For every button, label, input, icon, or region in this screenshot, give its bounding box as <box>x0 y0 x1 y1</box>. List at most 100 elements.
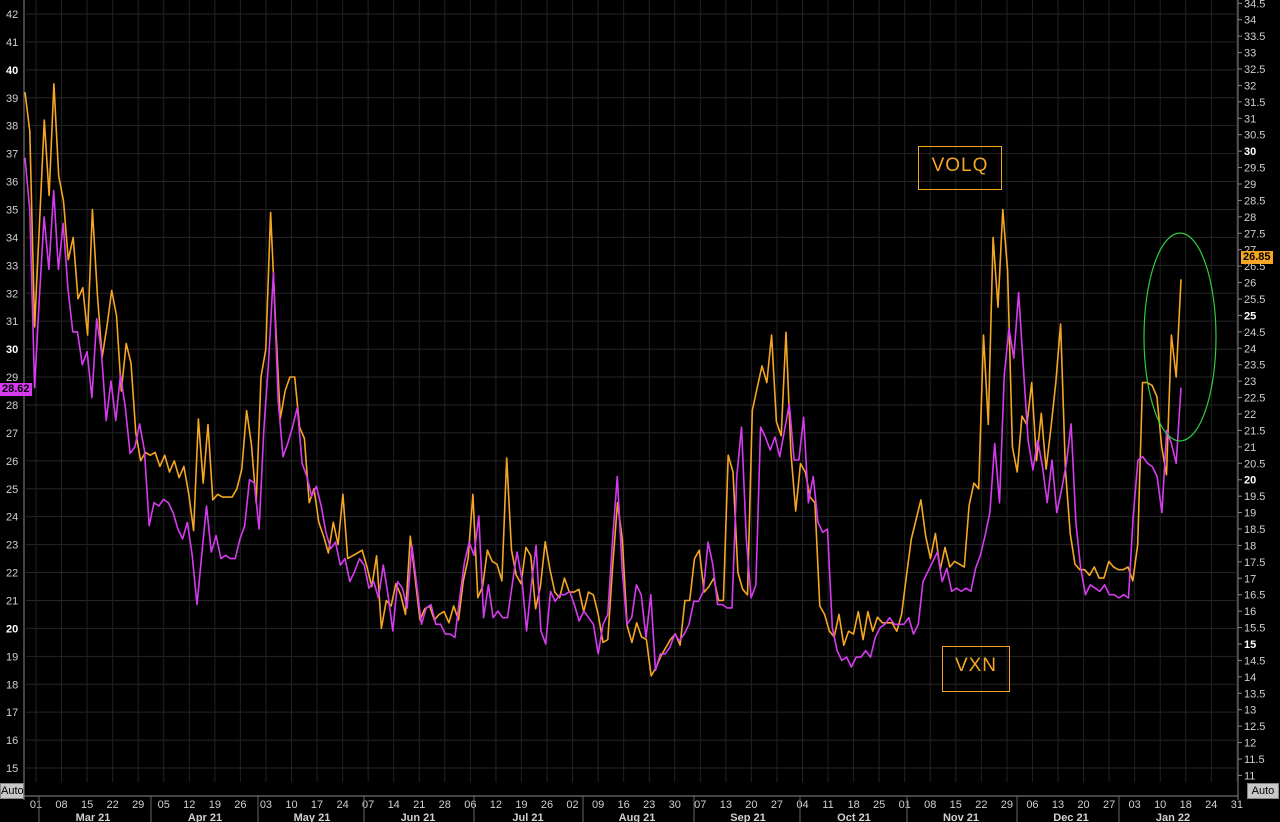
x-tick-label: 21 <box>413 799 425 811</box>
x-tick-label: 01 <box>899 799 911 811</box>
right-tick-label: 31 <box>1244 113 1256 125</box>
left-tick-label: 19 <box>6 651 18 663</box>
right-tick-label: 21.5 <box>1244 425 1265 437</box>
right-tick-label: 22 <box>1244 409 1256 421</box>
right-current-value-tag: 26.85 <box>1241 251 1273 264</box>
month-label: Aug 21 <box>619 812 656 822</box>
right-tick-label: 26.5 <box>1244 261 1265 273</box>
left-tick-label: 23 <box>6 540 18 552</box>
x-tick-label: 30 <box>669 799 681 811</box>
left-tick-label: 21 <box>6 595 18 607</box>
x-tick-label: 07 <box>362 799 374 811</box>
right-tick-label: 25 <box>1244 310 1256 322</box>
left-tick-label: 16 <box>6 735 18 747</box>
right-tick-label: 26 <box>1244 278 1256 290</box>
right-tick-label: 23.5 <box>1244 360 1265 372</box>
x-tick-label: 19 <box>209 799 221 811</box>
series-line-volq <box>24 83 1182 677</box>
left-tick-label: 36 <box>6 177 18 189</box>
vxn-label: VXN <box>942 646 1010 692</box>
month-label: Jan 22 <box>1156 812 1190 822</box>
right-tick-label: 32 <box>1244 80 1256 92</box>
right-tick-label: 17.5 <box>1244 557 1265 569</box>
right-tick-label: 16 <box>1244 606 1256 618</box>
left-tick-label: 25 <box>6 484 18 496</box>
left-tick-label: 32 <box>6 288 18 300</box>
x-tick-label: 02 <box>566 799 578 811</box>
x-tick-label: 24 <box>1205 799 1217 811</box>
right-tick-label: 31.5 <box>1244 97 1265 109</box>
x-tick-label: 15 <box>81 799 93 811</box>
right-tick-label: 22.5 <box>1244 393 1265 405</box>
right-tick-label: 14 <box>1244 672 1256 684</box>
volq-label: VOLQ <box>918 146 1002 190</box>
x-tick-label: 10 <box>1154 799 1166 811</box>
right-tick-label: 16.5 <box>1244 590 1265 602</box>
right-tick-label: 30.5 <box>1244 130 1265 142</box>
series-layer <box>24 83 1182 677</box>
right-tick-label: 34.5 <box>1244 0 1265 10</box>
x-tick-label: 05 <box>158 799 170 811</box>
right-tick-label: 19 <box>1244 508 1256 520</box>
x-tick-label: 26 <box>234 799 246 811</box>
month-label: Jun 21 <box>401 812 436 822</box>
x-tick-label: 14 <box>388 799 400 811</box>
left-current-value-tag: 28.62 <box>0 383 32 396</box>
month-label: Dec 21 <box>1053 812 1088 822</box>
x-tick-label: 31 <box>1231 799 1243 811</box>
left-tick-label: 35 <box>6 204 18 216</box>
x-tick-label: 03 <box>1129 799 1141 811</box>
left-tick-label: 24 <box>6 512 18 524</box>
month-label: Nov 21 <box>943 812 979 822</box>
left-tick-label: 34 <box>6 232 18 244</box>
right-tick-label: 33.5 <box>1244 31 1265 43</box>
auto-scale-left-button[interactable]: Auto <box>0 783 24 799</box>
left-tick-label: 18 <box>6 679 18 691</box>
left-tick-label: 38 <box>6 121 18 133</box>
right-tick-label: 21 <box>1244 442 1256 454</box>
left-tick-label: 29 <box>6 372 18 384</box>
left-tick-label: 28 <box>6 400 18 412</box>
month-label: Mar 21 <box>76 812 111 822</box>
x-tick-label: 29 <box>1001 799 1013 811</box>
x-tick-label: 22 <box>975 799 987 811</box>
x-tick-label: 09 <box>592 799 604 811</box>
highlight-ellipse <box>1143 232 1217 442</box>
left-tick-label: 30 <box>6 344 18 356</box>
right-tick-label: 18 <box>1244 540 1256 552</box>
auto-scale-right-button[interactable]: Auto <box>1247 783 1279 799</box>
left-tick-label: 31 <box>6 316 18 328</box>
left-tick-label: 20 <box>6 623 18 635</box>
x-tick-label: 07 <box>694 799 706 811</box>
right-tick-label: 20.5 <box>1244 458 1265 470</box>
x-tick-label: 12 <box>490 799 502 811</box>
right-tick-label: 27.5 <box>1244 228 1265 240</box>
left-tick-label: 26 <box>6 456 18 468</box>
x-tick-label: 20 <box>745 799 757 811</box>
x-tick-label: 20 <box>1077 799 1089 811</box>
x-tick-label: 11 <box>822 799 833 811</box>
x-tick-label: 08 <box>55 799 67 811</box>
x-tick-label: 15 <box>950 799 962 811</box>
month-label: Oct 21 <box>837 812 871 822</box>
x-tick-label: 04 <box>796 799 808 811</box>
x-tick-label: 01 <box>30 799 42 811</box>
right-tick-label: 13.5 <box>1244 688 1265 700</box>
month-label: Sep 21 <box>730 812 765 822</box>
x-tick-label: 27 <box>1103 799 1115 811</box>
right-tick-label: 29 <box>1244 179 1256 191</box>
right-tick-label: 20 <box>1244 475 1256 487</box>
x-tick-label: 23 <box>643 799 655 811</box>
left-tick-label: 15 <box>6 763 18 775</box>
right-tick-label: 23 <box>1244 376 1256 388</box>
x-tick-label: 19 <box>515 799 527 811</box>
left-tick-label: 42 <box>6 9 18 21</box>
plot-area <box>24 0 1240 782</box>
x-tick-label: 08 <box>924 799 936 811</box>
right-tick-label: 25.5 <box>1244 294 1265 306</box>
x-tick-label: 28 <box>439 799 451 811</box>
x-tick-label: 27 <box>771 799 783 811</box>
right-tick-label: 29.5 <box>1244 163 1265 175</box>
left-tick-label: 41 <box>6 37 18 49</box>
